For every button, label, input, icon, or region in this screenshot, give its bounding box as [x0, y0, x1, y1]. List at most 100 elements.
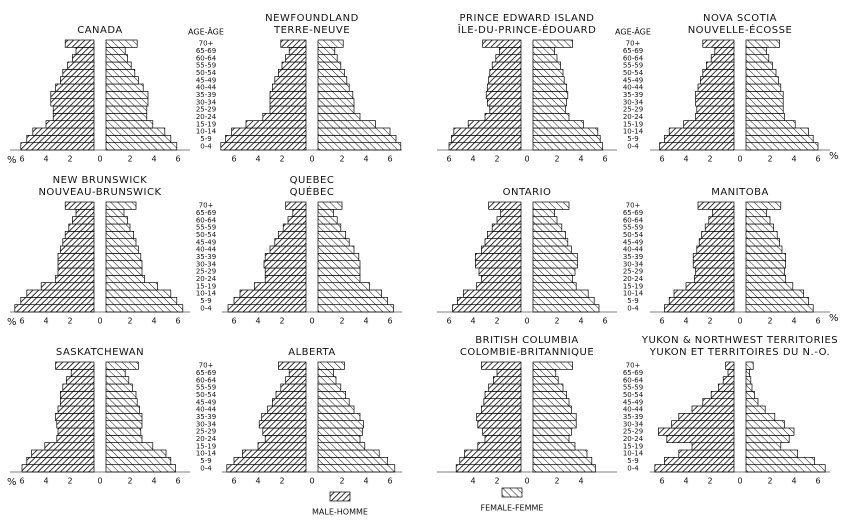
- male-bar: [691, 442, 735, 451]
- male-bar: [242, 449, 307, 458]
- female-bar: [317, 238, 350, 247]
- female-bar: [317, 223, 342, 232]
- age-label: 5-9: [627, 135, 638, 143]
- male-bar: [64, 201, 95, 210]
- age-label: 50-54: [623, 231, 644, 239]
- male-bar: [698, 238, 735, 247]
- female-bar: [105, 142, 178, 151]
- chart-title: NOUVELLE-ÉCOSSE: [688, 23, 793, 36]
- x-tick-label: 6: [175, 155, 180, 164]
- age-label: 0-4: [627, 142, 639, 150]
- x-tick-label: 2: [494, 155, 499, 164]
- age-label: 10-14: [623, 290, 644, 298]
- female-bar: [532, 420, 577, 429]
- x-tick-label: 2: [767, 155, 772, 164]
- female-bar: [105, 412, 143, 422]
- male-bar: [475, 252, 522, 262]
- x-tick-label: 4: [151, 317, 156, 326]
- male-bar: [225, 134, 307, 144]
- female-bar: [532, 376, 559, 385]
- female-bar: [532, 230, 566, 240]
- male-bar: [57, 427, 95, 436]
- female-bar: [532, 390, 567, 400]
- female-bar: [105, 68, 136, 78]
- male-bar: [285, 376, 307, 385]
- male-bar: [275, 390, 307, 400]
- female-bar: [105, 368, 126, 378]
- male-bar: [476, 282, 522, 291]
- legend-label: MALE-HOMME: [312, 508, 368, 517]
- female-bar: [105, 449, 167, 458]
- male-bar: [485, 90, 522, 100]
- chart-title: TERRE-NEUVE: [273, 25, 350, 36]
- male-bar: [664, 134, 735, 144]
- age-label: 55-59: [623, 62, 643, 70]
- x-tick-label: 4: [43, 477, 48, 486]
- x-tick-label: 0: [524, 155, 529, 164]
- age-label: 45-49: [196, 398, 216, 406]
- age-label: 65-69: [196, 369, 216, 377]
- female-bar: [532, 464, 596, 473]
- unit-label: %: [829, 151, 839, 162]
- male-bar: [493, 376, 522, 385]
- female-bar: [532, 54, 558, 63]
- age-label: 65-69: [623, 369, 643, 377]
- age-label: 30-34: [196, 98, 217, 106]
- female-bar: [105, 267, 143, 276]
- male-bar: [62, 383, 95, 392]
- legend-swatch: [501, 487, 523, 498]
- female-bar: [745, 134, 814, 144]
- female-bar: [532, 120, 584, 129]
- age-label: 40-44: [196, 406, 217, 414]
- female-bar: [105, 420, 143, 429]
- female-bar: [532, 434, 570, 444]
- female-bar: [105, 46, 126, 56]
- age-label: 35-39: [196, 413, 216, 421]
- female-bar: [745, 383, 753, 392]
- female-bar: [745, 434, 790, 444]
- female-bar: [317, 39, 344, 48]
- male-bar: [288, 368, 307, 378]
- x-tick-label: 2: [707, 155, 712, 164]
- age-label: 15-19: [623, 442, 643, 450]
- x-tick-label: 4: [255, 155, 260, 164]
- age-label: 25-29: [196, 268, 216, 276]
- male-bar: [457, 296, 522, 306]
- female-bar: [745, 464, 826, 473]
- age-label: 40-44: [623, 406, 644, 414]
- age-label: 45-49: [623, 238, 643, 246]
- male-bar: [487, 230, 522, 240]
- male-bar: [60, 76, 95, 85]
- female-bar: [105, 230, 134, 240]
- male-bar: [476, 412, 522, 422]
- male-bar: [700, 76, 735, 85]
- x-tick-label: 6: [387, 155, 392, 164]
- female-bar: [105, 61, 132, 70]
- female-bar: [532, 274, 573, 284]
- male-bar: [285, 201, 307, 210]
- male-bar: [56, 434, 95, 444]
- female-bar: [317, 282, 370, 291]
- male-bar: [489, 105, 522, 114]
- female-bar: [105, 282, 158, 291]
- age-label: 0-4: [627, 304, 639, 312]
- x-tick-label: 0: [737, 477, 742, 486]
- x-tick-label: 6: [231, 155, 236, 164]
- female-bar: [105, 112, 148, 122]
- male-bar: [668, 127, 735, 136]
- male-bar: [685, 282, 735, 291]
- x-tick-label: 6: [659, 317, 664, 326]
- female-bar: [745, 260, 786, 269]
- female-bar: [105, 456, 172, 466]
- x-tick-label: 6: [19, 477, 24, 486]
- female-bar: [105, 304, 184, 313]
- x-tick-label: 2: [494, 317, 499, 326]
- female-bar: [745, 289, 804, 298]
- female-bar: [317, 398, 350, 407]
- female-bar: [317, 134, 397, 144]
- female-bar: [532, 46, 555, 56]
- x-tick-label: 2: [494, 477, 499, 486]
- age-label: 20-24: [196, 435, 217, 443]
- female-bar: [317, 456, 388, 466]
